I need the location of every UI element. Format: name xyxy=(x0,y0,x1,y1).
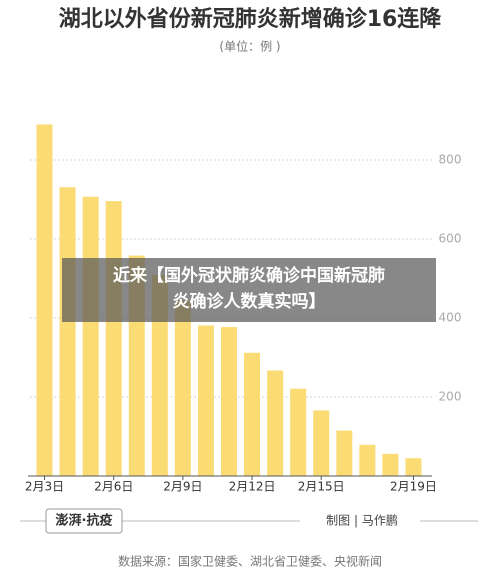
x-tick-label: 2月9日 xyxy=(163,480,202,494)
y-tick-label: 800 xyxy=(439,153,462,167)
bar xyxy=(244,352,261,476)
bar xyxy=(105,201,122,476)
banner-line: 炎确诊人数真实吗】 xyxy=(173,291,326,312)
y-tick-label: 400 xyxy=(439,311,462,325)
logo-box xyxy=(45,508,123,534)
chart-subtitle: (单位：例 ) xyxy=(219,39,280,54)
bar xyxy=(336,430,353,476)
bar xyxy=(405,458,422,476)
y-tick-label: 600 xyxy=(439,232,462,246)
x-tick-label: 2月15日 xyxy=(298,480,345,494)
bar xyxy=(359,444,376,476)
bar xyxy=(197,325,214,476)
bar xyxy=(174,300,191,476)
bar xyxy=(151,274,168,476)
x-tick-label: 2月6日 xyxy=(94,480,133,494)
bar xyxy=(267,370,284,476)
bar xyxy=(290,388,307,476)
banner-line: 近来【国外冠状肺炎确诊中国新冠肺 xyxy=(113,265,385,286)
source: 数据来源：国家卫健委、湖北省卫健委、央视新闻 xyxy=(118,554,382,569)
banner-bg xyxy=(62,258,436,322)
plot-area: 200 400 600 800 2月3日 2月6日 2月9日 2月12日 2月15日 2月19日 xyxy=(25,124,462,494)
bar xyxy=(313,410,330,476)
bar xyxy=(59,187,76,476)
x-tick-label: 2月3日 xyxy=(25,480,64,494)
bar xyxy=(382,453,399,476)
bar xyxy=(82,196,99,477)
chart-title: 湖北以外省份新冠肺炎新增确诊16连降 xyxy=(59,6,443,32)
banner: 近来【国外冠状肺炎确诊中国新冠肺 炎确诊人数真实吗】 xyxy=(62,258,436,322)
logo: 澎湃·抗疫 xyxy=(56,513,113,529)
x-tick-label: 2月12日 xyxy=(229,480,276,494)
y-tick-label: 200 xyxy=(439,390,462,404)
credit: 制图 | 马作鹏 xyxy=(326,514,398,528)
bar xyxy=(221,327,237,476)
x-tick-label: 2月19日 xyxy=(390,480,437,494)
bar xyxy=(36,124,53,476)
